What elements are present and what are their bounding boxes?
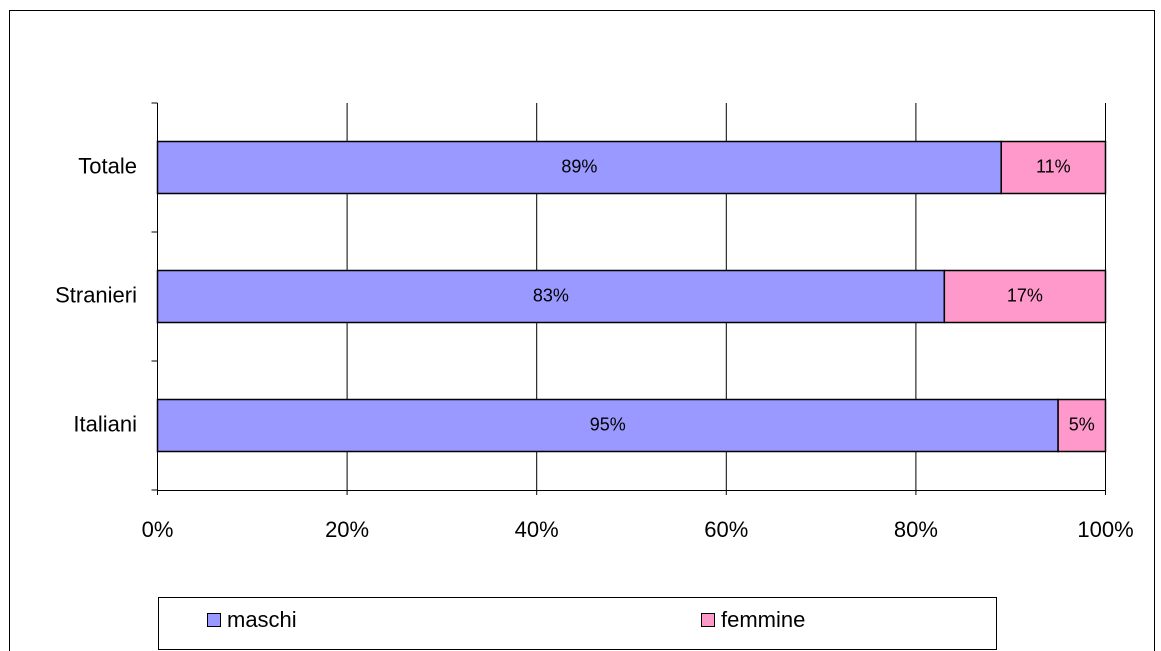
y-tick-label: Italiani xyxy=(73,411,137,436)
data-label: 5% xyxy=(1069,414,1095,434)
bar-segment xyxy=(1057,398,1107,453)
legend-swatch xyxy=(701,613,715,627)
data-label: 89% xyxy=(561,156,597,176)
x-tick-label: 80% xyxy=(894,517,938,542)
data-label: 11% xyxy=(1036,156,1071,176)
x-tick-label: 100% xyxy=(1077,517,1133,542)
data-label: 17% xyxy=(1007,285,1043,305)
chart-frame xyxy=(9,10,1155,651)
bar-segment xyxy=(943,269,1107,324)
legend-label: femmine xyxy=(721,607,805,632)
legend-label: maschi xyxy=(227,607,297,632)
x-tick-label: 20% xyxy=(325,517,369,542)
bar-segment xyxy=(156,269,946,324)
legend-box xyxy=(158,597,997,650)
data-label: 83% xyxy=(533,285,569,305)
bar-segment xyxy=(156,398,1059,453)
data-label: 95% xyxy=(590,414,626,434)
x-tick-label: 0% xyxy=(142,517,174,542)
x-tick-label: 60% xyxy=(704,517,748,542)
y-tick-label: Stranieri xyxy=(55,282,137,307)
bar-segment xyxy=(1000,140,1107,195)
y-tick-label: Totale xyxy=(78,153,137,178)
legend-swatch xyxy=(207,613,221,627)
x-tick-label: 40% xyxy=(515,517,559,542)
bar-segment xyxy=(156,140,1002,195)
